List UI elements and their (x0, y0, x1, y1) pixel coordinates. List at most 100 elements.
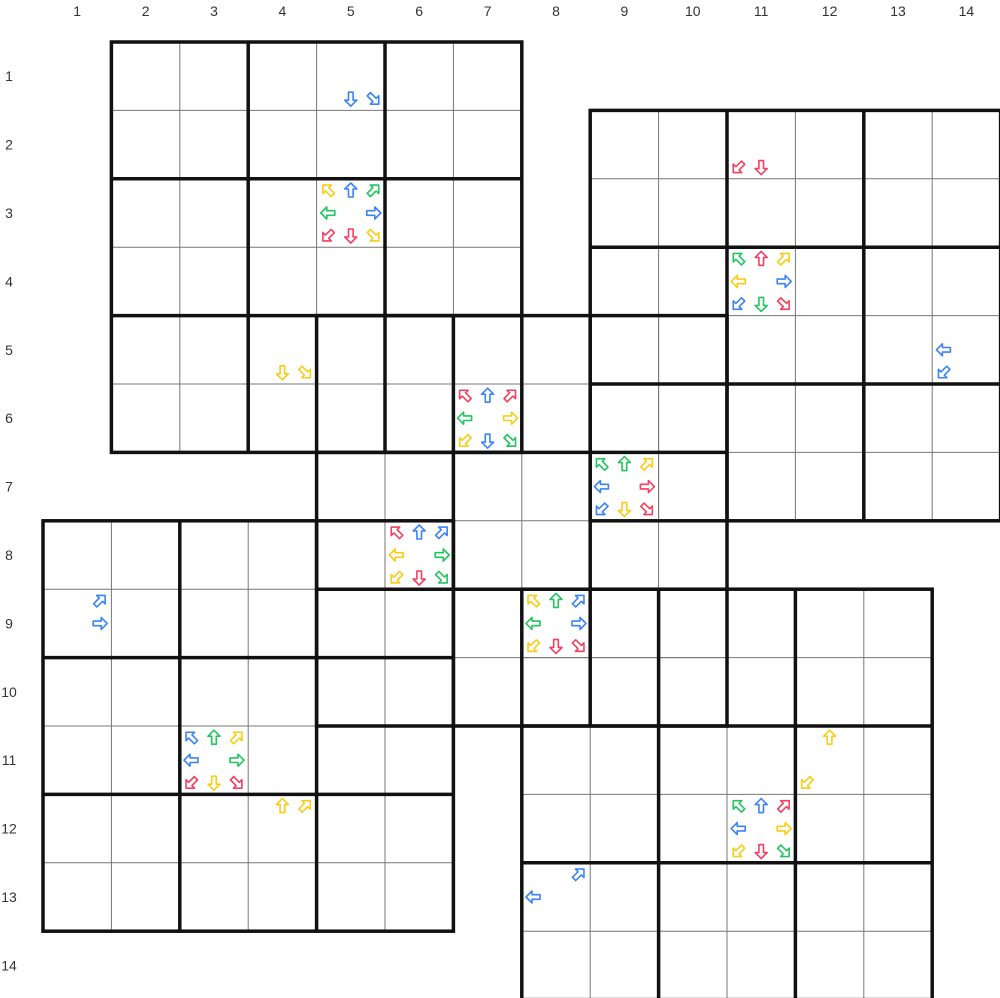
arrow-down-left-icon (527, 639, 541, 653)
arrow-down-icon (754, 296, 769, 313)
row-label: 1 (5, 68, 13, 84)
column-label: 14 (959, 3, 975, 19)
arrow-right-icon (434, 548, 451, 562)
column-label: 13 (890, 3, 906, 19)
arrow-down-left-icon (937, 365, 951, 379)
arrow-cell (800, 729, 837, 789)
arrow-up-left-icon (185, 731, 199, 745)
arrow-cell (732, 159, 769, 176)
row-label: 5 (5, 342, 13, 358)
arrow-cell (388, 524, 451, 586)
arrow-left-icon (319, 206, 336, 220)
arrow-down-left-icon (732, 160, 746, 174)
column-label: 11 (754, 3, 769, 19)
arrow-down-right-icon (434, 570, 448, 584)
row-label: 3 (5, 205, 13, 221)
row-label: 10 (1, 684, 17, 700)
arrow-up-left-icon (595, 457, 609, 471)
arrow-up-right-icon (229, 731, 243, 745)
arrow-right-icon (571, 616, 587, 631)
row-label: 4 (5, 273, 13, 289)
arrow-up-right-icon (571, 868, 585, 882)
arrow-up-icon (617, 455, 632, 472)
arrow-left-icon (456, 411, 473, 426)
box-borders (41, 40, 1000, 998)
arrow-cell (456, 387, 519, 450)
arrow-up-left-icon (527, 594, 541, 608)
arrow-down-left-icon (322, 228, 336, 242)
arrow-up-icon (822, 729, 837, 746)
arrow-up-right-icon (571, 594, 585, 608)
arrow-down-left-icon (185, 775, 199, 789)
row-label: 9 (5, 615, 13, 631)
arrow-down-icon (275, 364, 290, 381)
row-label: 2 (5, 137, 13, 153)
arrow-up-right-icon (776, 799, 790, 813)
arrow-up-right-icon (366, 184, 380, 198)
arrow-up-left-icon (322, 184, 336, 198)
arrow-down-right-icon (776, 297, 790, 311)
arrow-left-icon (388, 548, 405, 562)
arrow-cell (730, 797, 793, 860)
arrow-up-right-icon (776, 252, 790, 266)
arrow-down-right-icon (571, 639, 585, 653)
arrow-left-icon (730, 821, 747, 836)
arrow-down-right-icon (503, 433, 517, 447)
arrow-right-icon (639, 479, 656, 494)
arrow-up-right-icon (640, 457, 654, 471)
row-label: 12 (1, 821, 17, 837)
arrow-right-icon (229, 753, 245, 768)
arrow-down-left-icon (390, 570, 404, 584)
arrow-up-left-icon (732, 799, 746, 813)
row-label: 13 (1, 889, 17, 905)
arrow-down-icon (343, 91, 358, 107)
arrow-down-right-icon (229, 775, 243, 789)
arrow-up-right-icon (434, 526, 448, 540)
arrow-down-left-icon (732, 297, 746, 311)
row-label: 6 (5, 410, 13, 426)
column-label: 10 (685, 3, 701, 19)
arrow-down-icon (412, 570, 427, 586)
arrow-down-right-icon (298, 365, 312, 379)
column-label: 6 (415, 3, 423, 19)
arrow-cell (275, 797, 312, 814)
grid-border (314, 313, 729, 728)
arrow-left-icon (935, 342, 952, 357)
arrow-right-icon (776, 821, 793, 836)
arrow-down-right-icon (366, 91, 380, 105)
arrow-cell (92, 594, 108, 631)
arrow-cell (935, 342, 952, 379)
arrow-cell (319, 182, 382, 244)
row-label: 8 (5, 547, 13, 563)
arrow-down-left-icon (595, 502, 609, 516)
arrow-down-icon (549, 638, 563, 655)
column-label: 7 (484, 3, 492, 19)
arrow-down-icon (754, 159, 769, 176)
arrow-left-icon (593, 479, 610, 494)
column-label: 12 (822, 3, 838, 19)
arrow-up-right-icon (298, 799, 312, 813)
arrow-down-icon (480, 433, 495, 450)
arrow-clues (92, 91, 952, 904)
column-label: 8 (552, 3, 560, 19)
arrow-up-icon (480, 387, 495, 404)
arrow-cell (525, 868, 585, 904)
arrow-cell (343, 91, 380, 107)
arrow-down-right-icon (366, 228, 380, 242)
arrow-cell (183, 729, 245, 792)
arrow-down-icon (754, 843, 769, 860)
arrow-up-left-icon (458, 389, 472, 403)
arrow-up-icon (412, 524, 427, 540)
arrow-right-icon (92, 616, 108, 631)
column-label: 4 (279, 3, 287, 19)
arrow-cell (525, 592, 587, 655)
arrow-cell (275, 364, 312, 381)
arrow-down-left-icon (732, 844, 746, 858)
row-label: 7 (5, 479, 13, 495)
arrow-up-right-icon (92, 594, 106, 608)
arrow-up-left-icon (732, 252, 746, 266)
arrow-left-icon (730, 274, 747, 289)
column-label: 1 (73, 3, 81, 19)
arrow-right-icon (365, 206, 382, 220)
